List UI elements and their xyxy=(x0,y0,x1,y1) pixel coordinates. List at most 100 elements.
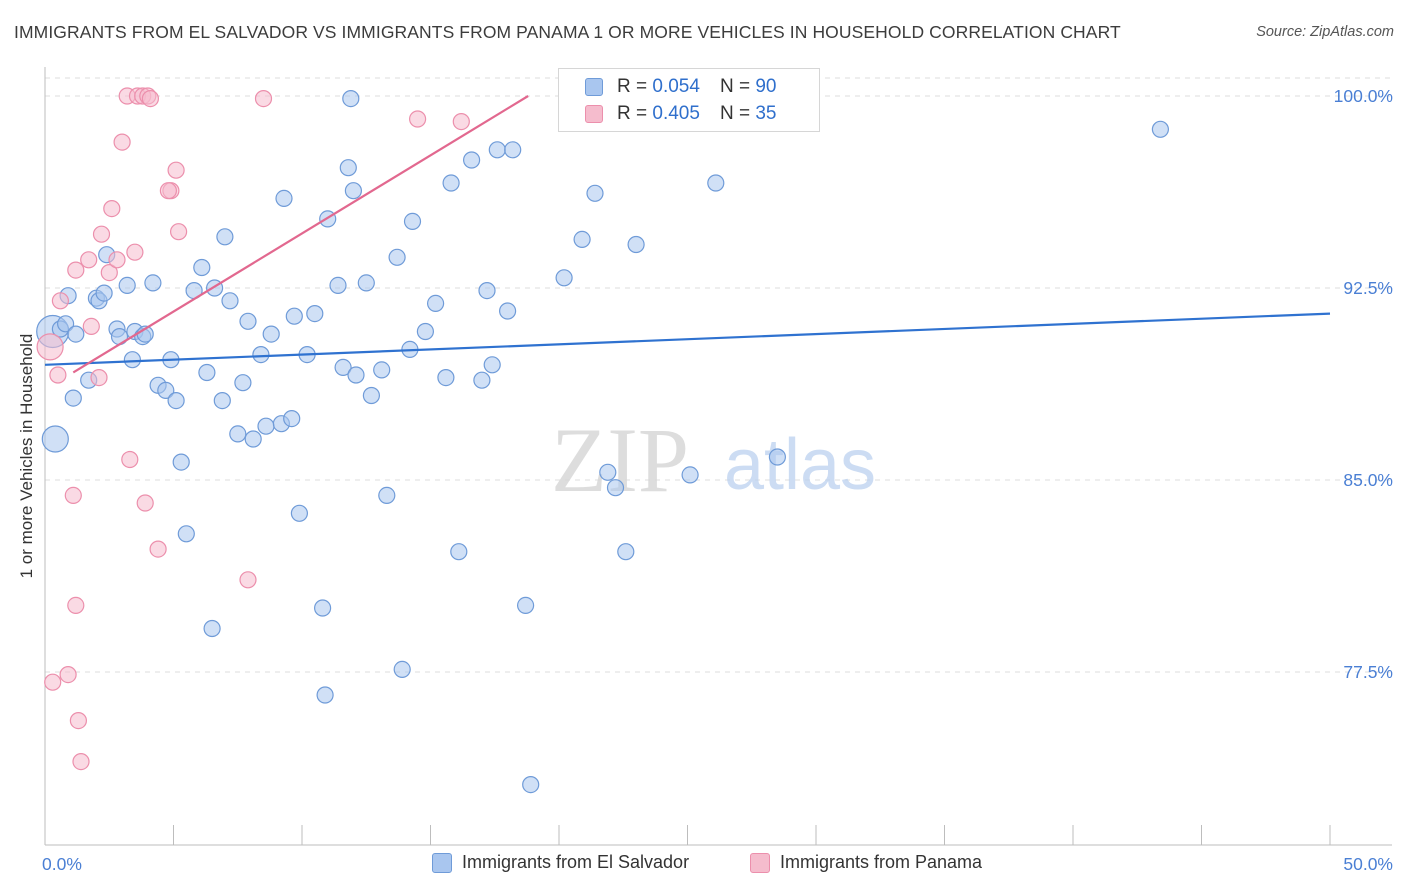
legend-n-label: N = xyxy=(719,76,751,97)
salvador-point xyxy=(488,141,506,159)
salvador-point xyxy=(118,276,136,294)
salvador-point xyxy=(516,596,535,615)
salvador-point xyxy=(573,230,591,248)
bottom-legend-salvador-label: Immigrants from El Salvador xyxy=(462,852,690,872)
panama-point xyxy=(167,161,185,179)
salvador-point xyxy=(314,599,332,617)
legend-r-value-panama: 0.405 xyxy=(652,103,700,124)
salvador-point xyxy=(416,322,434,341)
watermark-atlas: atlas xyxy=(724,425,876,505)
watermark-zip: ZIP xyxy=(551,409,689,511)
panama-point xyxy=(92,225,111,243)
salvador-point xyxy=(203,619,221,638)
salvador-point xyxy=(221,292,239,310)
panama-point xyxy=(67,596,85,615)
panama-point xyxy=(90,369,108,387)
panama-point xyxy=(36,333,64,361)
panama-point xyxy=(108,251,126,269)
panama-point xyxy=(103,200,121,218)
bottom-legend-panama-label: Immigrants from Panama xyxy=(780,852,983,872)
salvador-point xyxy=(606,479,625,497)
panama-point xyxy=(51,292,70,310)
panama-point xyxy=(141,89,159,108)
salvador-point xyxy=(373,361,391,379)
salvador-point xyxy=(229,425,247,443)
bottom-legend-salvador: Immigrants from El Salvador xyxy=(432,852,689,873)
salvador-point xyxy=(347,366,365,384)
salvador-point xyxy=(285,307,303,325)
y-axis-label: 1 or more Vehicles in Household xyxy=(17,333,36,579)
panama-point xyxy=(149,540,167,558)
salvador-point xyxy=(344,182,362,200)
salvador-point xyxy=(599,463,617,481)
salvador-point xyxy=(329,276,347,294)
legend-swatch-panama xyxy=(585,105,603,123)
legend-n-value-salvador: 90 xyxy=(755,76,777,97)
panama-point xyxy=(452,112,470,131)
legend-n-label: N = xyxy=(719,103,751,124)
chart-title: IMMIGRANTS FROM EL SALVADOR VS IMMIGRANT… xyxy=(14,22,1121,42)
panama-point xyxy=(67,261,85,279)
salvador-point xyxy=(437,369,455,387)
legend-row-salvador: R = 0.054 N = 90 xyxy=(585,75,776,99)
panama-point xyxy=(100,264,118,282)
salvador-point xyxy=(362,386,380,405)
trend-lines xyxy=(44,95,1331,374)
salvador-point xyxy=(257,417,275,435)
salvador-point xyxy=(198,363,216,382)
salvador-point xyxy=(144,274,162,292)
salvador-point xyxy=(555,269,573,287)
salvador-point xyxy=(41,425,69,453)
salvador-point xyxy=(627,235,645,254)
panama-point xyxy=(82,317,100,335)
salvador-point xyxy=(252,346,270,364)
panama-point xyxy=(254,89,273,108)
salvador-point xyxy=(290,504,308,522)
salvador-point xyxy=(56,315,75,333)
salvador-point xyxy=(306,305,324,323)
legend-row-panama: R = 0.405 N = 35 xyxy=(585,102,776,126)
panama-points xyxy=(36,87,470,771)
salvador-point xyxy=(193,258,211,277)
legend-n-value-panama: 35 xyxy=(755,103,777,124)
salvador-point xyxy=(463,151,481,169)
salvador-point xyxy=(617,543,635,561)
bottom-legend-panama: Immigrants from Panama xyxy=(750,852,982,873)
y-tick-label: 100.0% xyxy=(1334,86,1393,106)
panama-point xyxy=(59,665,77,684)
salvador-point xyxy=(283,410,301,428)
salvador-point xyxy=(499,302,517,320)
salvador-point xyxy=(442,174,460,192)
salvador-point xyxy=(342,89,360,108)
salvador-point xyxy=(275,189,293,207)
salvador-point xyxy=(1151,120,1170,138)
legend-r-label: R = xyxy=(617,103,648,124)
tick-labels: 77.5% 85.0% 92.5% 100.0% 0.0% 50.0% xyxy=(42,86,1393,874)
salvador-point xyxy=(378,486,396,504)
salvador-point xyxy=(450,543,468,561)
x-tick-label-min: 0.0% xyxy=(42,854,82,874)
salvador-point xyxy=(239,312,257,330)
salvador-point xyxy=(707,174,725,192)
panama-trend-line xyxy=(72,95,529,374)
salvador-point xyxy=(67,325,85,343)
salvador-point xyxy=(213,392,231,410)
salvador-point xyxy=(177,525,195,543)
salvador-point xyxy=(95,284,113,302)
bottom-swatch-panama xyxy=(750,852,770,873)
y-tick-label: 92.5% xyxy=(1343,278,1393,298)
salvador-point xyxy=(157,381,175,399)
salvador-point xyxy=(478,282,496,300)
salvador-point xyxy=(64,389,82,407)
salvador-point xyxy=(172,453,190,471)
y-tick-label: 77.5% xyxy=(1343,662,1393,682)
source-label: Source: ZipAtlas.com xyxy=(1256,24,1394,40)
salvador-point xyxy=(339,159,357,177)
panama-point xyxy=(136,494,154,512)
bottom-swatch-salvador xyxy=(432,852,452,873)
panama-point xyxy=(72,752,90,771)
panama-point xyxy=(80,251,98,269)
x-tick-label-max: 50.0% xyxy=(1343,854,1393,874)
panama-point xyxy=(239,571,257,589)
